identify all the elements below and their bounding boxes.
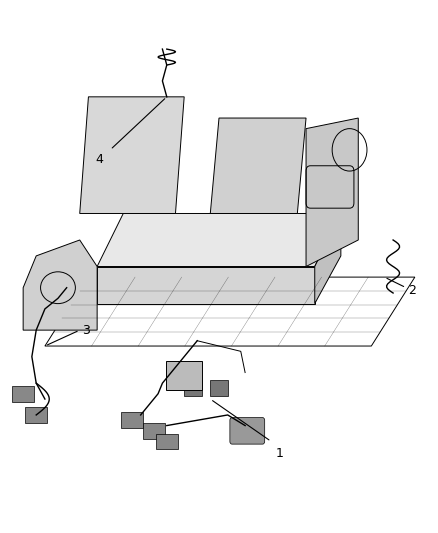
FancyBboxPatch shape (121, 413, 143, 428)
FancyBboxPatch shape (25, 407, 47, 423)
Polygon shape (315, 214, 341, 304)
Polygon shape (23, 240, 97, 330)
Polygon shape (210, 118, 306, 214)
Polygon shape (97, 266, 315, 304)
FancyBboxPatch shape (230, 418, 265, 444)
FancyBboxPatch shape (156, 433, 178, 449)
Text: 1: 1 (276, 447, 283, 460)
Text: 2: 2 (408, 284, 416, 297)
FancyBboxPatch shape (12, 386, 34, 402)
FancyBboxPatch shape (184, 381, 201, 397)
Polygon shape (80, 97, 184, 214)
Text: 3: 3 (82, 324, 90, 337)
FancyBboxPatch shape (166, 361, 202, 390)
Text: 4: 4 (96, 152, 104, 166)
Polygon shape (306, 118, 358, 266)
Polygon shape (97, 214, 341, 266)
FancyBboxPatch shape (210, 381, 228, 397)
FancyBboxPatch shape (143, 423, 165, 439)
